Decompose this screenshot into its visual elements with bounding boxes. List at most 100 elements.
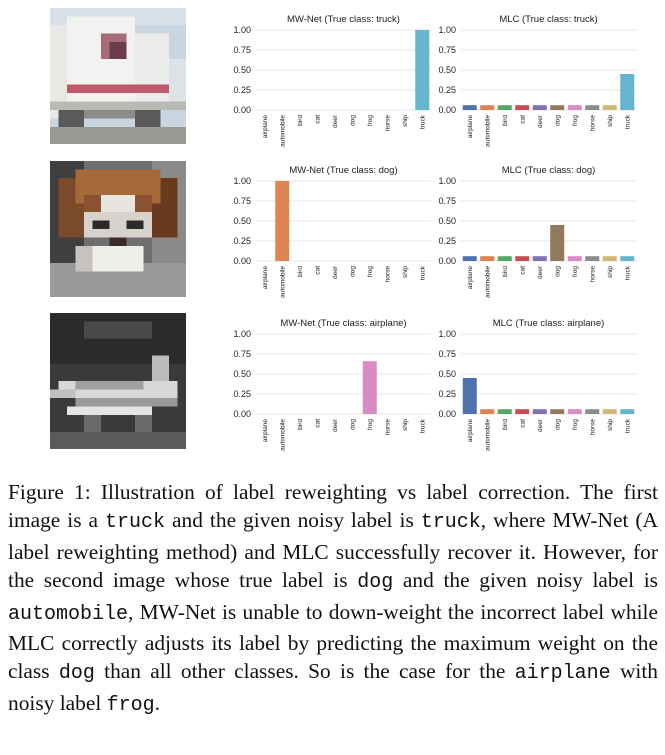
y-tick-label: 0.00 bbox=[438, 256, 456, 266]
x-tick-label: cat bbox=[314, 266, 321, 275]
y-tick-label: 0.25 bbox=[438, 389, 456, 399]
x-tick-label: frog bbox=[367, 115, 374, 127]
bar-truck bbox=[620, 74, 635, 110]
bar-cat bbox=[515, 256, 530, 261]
x-tick-label: horse bbox=[589, 266, 596, 283]
y-tick-label: 1.00 bbox=[438, 176, 456, 186]
y-tick-label: 0.00 bbox=[233, 105, 251, 115]
y-tick-label: 0.25 bbox=[438, 85, 456, 95]
caption-code: truck bbox=[105, 511, 166, 535]
caption-text: with noisy label bbox=[8, 659, 658, 715]
x-tick-label: deer bbox=[537, 114, 544, 128]
x-tick-label: airplane bbox=[262, 266, 269, 290]
y-tick-label: 1.00 bbox=[438, 329, 456, 339]
caption-code: dog bbox=[58, 662, 95, 686]
x-tick-label: airplane bbox=[262, 115, 269, 139]
x-tick-label: deer bbox=[332, 265, 339, 279]
bar-truck bbox=[620, 409, 635, 414]
y-tick-label: 0.25 bbox=[233, 236, 251, 246]
y-tick-label: 0.25 bbox=[233, 389, 251, 399]
x-tick-label: deer bbox=[537, 418, 544, 432]
bar-cat bbox=[515, 105, 530, 110]
x-tick-label: cat bbox=[519, 266, 526, 275]
x-tick-label: bird bbox=[297, 419, 304, 430]
chart-0: 0.00 0.25 0.50 0.75 1.00 MW-Net (True class: … bbox=[233, 14, 431, 147]
x-tick-label: automobile bbox=[484, 419, 491, 451]
y-tick-label: 1.00 bbox=[233, 25, 251, 35]
bar-automobile bbox=[480, 105, 495, 110]
bar-deer bbox=[532, 256, 547, 261]
x-tick-label: horse bbox=[384, 266, 391, 283]
bar-frog bbox=[362, 361, 377, 414]
bar-dog bbox=[550, 409, 565, 414]
x-tick-label: automobile bbox=[279, 419, 286, 451]
y-tick-label: 0.75 bbox=[438, 196, 456, 206]
x-tick-label: horse bbox=[384, 419, 391, 436]
bar-frog bbox=[567, 105, 582, 110]
x-tick-label: dog bbox=[554, 419, 561, 430]
bar-horse bbox=[585, 256, 600, 261]
chart-title: MLC (True class: dog) bbox=[502, 165, 596, 176]
x-tick-label: frog bbox=[367, 266, 374, 278]
bar-bird bbox=[497, 409, 512, 414]
bar-deer bbox=[532, 105, 547, 110]
x-tick-label: ship bbox=[607, 266, 614, 278]
x-tick-label: frog bbox=[572, 115, 579, 127]
y-tick-label: 0.50 bbox=[233, 216, 251, 226]
y-tick-label: 0.75 bbox=[438, 45, 456, 55]
bar-cat bbox=[515, 409, 530, 414]
y-tick-label: 0.50 bbox=[438, 65, 456, 75]
x-tick-label: horse bbox=[384, 115, 391, 132]
y-tick-label: 0.25 bbox=[233, 85, 251, 95]
x-tick-label: cat bbox=[314, 115, 321, 124]
x-tick-label: automobile bbox=[484, 115, 491, 147]
x-tick-label: frog bbox=[572, 419, 579, 431]
bar-bird bbox=[497, 256, 512, 261]
bar-frog bbox=[567, 256, 582, 261]
bar-bird bbox=[497, 105, 512, 110]
y-tick-label: 0.00 bbox=[438, 409, 456, 419]
bar-ship bbox=[602, 256, 617, 261]
x-tick-label: truck bbox=[624, 418, 631, 433]
y-tick-label: 1.00 bbox=[233, 176, 251, 186]
bar-automobile bbox=[480, 256, 495, 261]
x-tick-label: truck bbox=[624, 114, 631, 129]
bar-automobile bbox=[275, 181, 290, 261]
y-tick-label: 0.50 bbox=[438, 369, 456, 379]
y-tick-label: 0.75 bbox=[233, 45, 251, 55]
chart-4: 0.00 0.25 0.50 0.75 1.00 MW-Net (True class: … bbox=[233, 318, 431, 451]
x-tick-label: airplane bbox=[467, 419, 474, 443]
caption-code: frog bbox=[106, 693, 155, 717]
caption-code: dog bbox=[357, 571, 394, 595]
x-tick-label: ship bbox=[402, 266, 409, 278]
airplane-image bbox=[50, 313, 186, 449]
y-tick-label: 0.75 bbox=[233, 349, 251, 359]
bar-automobile bbox=[480, 409, 495, 414]
y-tick-label: 1.00 bbox=[233, 329, 251, 339]
caption-code: automobile bbox=[8, 602, 129, 626]
x-tick-label: truck bbox=[419, 265, 426, 280]
x-tick-label: dog bbox=[554, 266, 561, 277]
x-tick-label: bird bbox=[502, 115, 509, 126]
x-tick-label: bird bbox=[502, 419, 509, 430]
x-tick-label: bird bbox=[297, 266, 304, 277]
x-tick-label: deer bbox=[332, 418, 339, 432]
bar-deer bbox=[532, 409, 547, 414]
bar-ship bbox=[602, 105, 617, 110]
truck-image bbox=[50, 8, 186, 144]
caption-text: , where MW-Net (A label reweighting meth… bbox=[8, 508, 658, 593]
bar-horse bbox=[585, 409, 600, 414]
x-tick-label: horse bbox=[589, 115, 596, 132]
x-tick-label: bird bbox=[502, 266, 509, 277]
bar-frog bbox=[567, 409, 582, 414]
x-tick-label: airplane bbox=[467, 115, 474, 139]
x-tick-label: cat bbox=[519, 419, 526, 428]
y-tick-label: 0.25 bbox=[438, 236, 456, 246]
chart-title: MW-Net (True class: dog) bbox=[289, 165, 397, 176]
chart-3: 0.00 0.25 0.50 0.75 1.00 MLC (True class: dog… bbox=[438, 165, 636, 298]
bar-airplane bbox=[462, 105, 477, 110]
x-tick-label: horse bbox=[589, 419, 596, 436]
x-tick-label: ship bbox=[607, 419, 614, 431]
figure-caption: Figure 1: Illustration of label reweight… bbox=[8, 478, 658, 720]
bar-dog bbox=[550, 105, 565, 110]
